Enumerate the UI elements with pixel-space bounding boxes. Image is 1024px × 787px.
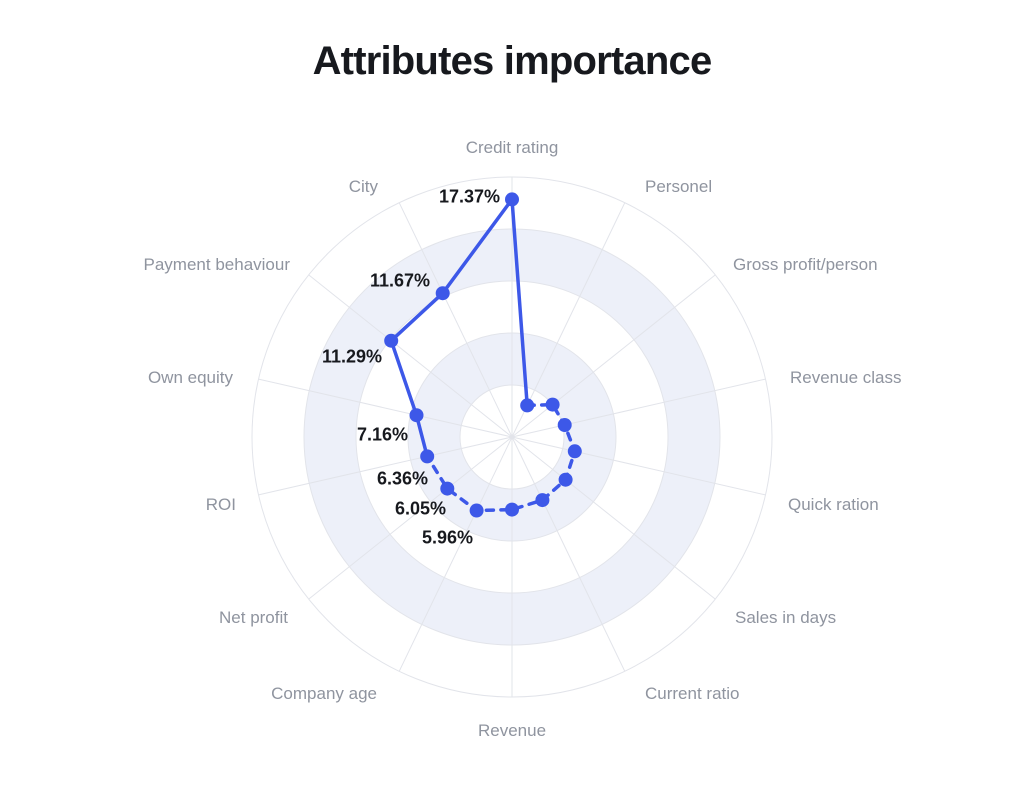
category-label-gross-profit-person: Gross profit/person	[733, 255, 878, 274]
data-label-city: 11.67%	[370, 270, 430, 290]
data-point-net-profit[interactable]	[440, 481, 455, 496]
category-label-city: City	[349, 177, 379, 196]
axis-spoke-roi	[258, 436, 513, 496]
category-label-credit-rating: Credit rating	[466, 138, 559, 157]
axis-spoke-gross-profit-person	[511, 274, 716, 438]
data-point-payment-behaviour[interactable]	[384, 333, 399, 348]
category-label-revenue: Revenue	[478, 721, 546, 740]
axis-spoke-sales-in-days	[511, 436, 716, 600]
data-point-revenue[interactable]	[505, 502, 519, 517]
data-point-gross-profit-person[interactable]	[545, 397, 560, 412]
axis-spoke-net-profit	[308, 436, 513, 600]
axis-spoke-personel	[511, 202, 626, 438]
data-point-quick-ration[interactable]	[567, 444, 582, 459]
category-label-personel: Personel	[645, 177, 712, 196]
category-label-quick-ration: Quick ration	[788, 495, 879, 514]
data-point-company-age[interactable]	[469, 503, 484, 518]
data-label-payment-behaviour: 11.29%	[322, 346, 382, 366]
category-label-payment-behaviour: Payment behaviour	[144, 255, 291, 274]
category-label-sales-in-days: Sales in days	[735, 608, 836, 627]
category-label-roi: ROI	[206, 495, 236, 514]
category-label-revenue-class: Revenue class	[790, 368, 902, 387]
series-line-dashed	[425, 402, 577, 513]
data-point-city[interactable]	[435, 286, 450, 301]
axis-spoke-quick-ration	[511, 436, 766, 496]
data-label-company-age: 5.96%	[422, 527, 473, 547]
data-point-sales-in-days[interactable]	[558, 472, 573, 487]
data-point-roi[interactable]	[420, 449, 435, 464]
axis-spoke-city	[398, 202, 513, 438]
chart-header: Attributes importance	[0, 38, 1024, 84]
data-point-own-equity[interactable]	[409, 408, 424, 423]
data-point-revenue-class[interactable]	[557, 418, 572, 432]
category-label-own-equity: Own equity	[148, 368, 234, 387]
axis-spoke-own-equity	[258, 378, 513, 438]
category-label-net-profit: Net profit	[219, 608, 288, 627]
data-label-own-equity: 7.16%	[357, 424, 408, 444]
axis-spoke-payment-behaviour	[308, 274, 513, 438]
axis-spoke-revenue-class	[511, 378, 766, 438]
category-label-company-age: Company age	[271, 684, 377, 703]
series-line-solid	[389, 197, 529, 459]
data-label-net-profit: 6.05%	[395, 498, 446, 518]
data-label-roi: 6.36%	[377, 468, 428, 488]
category-label-current-ratio: Current ratio	[645, 684, 739, 703]
axis-spoke-company-age	[398, 436, 513, 672]
chart-title: Attributes importance	[312, 39, 713, 83]
data-point-personel[interactable]	[520, 398, 535, 413]
data-point-credit-rating[interactable]	[505, 192, 519, 207]
axis-spoke-current-ratio	[511, 436, 626, 672]
data-point-current-ratio[interactable]	[535, 493, 550, 508]
data-label-credit-rating: 17.37%	[439, 186, 500, 206]
